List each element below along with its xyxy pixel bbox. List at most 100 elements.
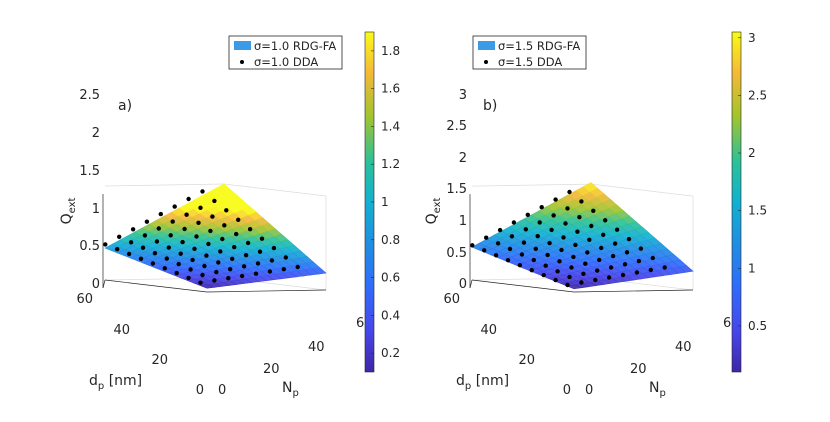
dda-point — [531, 257, 536, 263]
dda-point — [190, 257, 195, 263]
dda-point — [585, 250, 590, 255]
colorbar-gradient — [731, 31, 742, 373]
z-tick: 0.5 — [446, 246, 467, 261]
surface-a — [104, 183, 327, 289]
colorbar-tick-label: 2.5 — [748, 88, 767, 102]
colorbar-a: 0.2 0.4 0.6 0.8 1 1.2 1.4 1.6 1.8 — [364, 31, 400, 373]
dda-point — [206, 241, 211, 247]
y-ticks-a: 60 40 20 0 — [76, 292, 204, 398]
dda-point — [579, 280, 584, 285]
y-tick: 60 — [76, 292, 93, 307]
colorbar-tick-label: 0.6 — [381, 271, 400, 285]
dda-point — [614, 227, 620, 232]
colorbar-tick-label: 0.5 — [748, 319, 767, 333]
dda-point — [241, 264, 247, 269]
dda-point — [624, 250, 630, 255]
dda-point — [505, 258, 511, 263]
y-tick: 0 — [563, 383, 571, 398]
dda-point — [557, 259, 562, 264]
dda-point — [212, 198, 217, 204]
legend-dda-label: σ=1.0 DDA — [254, 55, 318, 69]
y-axis-cap — [469, 279, 473, 289]
box-edge — [471, 183, 592, 187]
dda-point — [269, 258, 275, 263]
z-tick: 2.5 — [446, 119, 467, 134]
colorbar-tick-label: 1 — [381, 195, 389, 209]
dda-point — [208, 228, 213, 234]
x-ticks-b: 0 20 40 6 — [585, 316, 731, 398]
dda-point — [154, 239, 160, 244]
dda-point — [239, 273, 245, 279]
dda-point — [166, 245, 171, 250]
dda-point — [493, 253, 499, 258]
legend-surface-label: σ=1.0 RDG-FA — [254, 39, 336, 53]
dda-point — [226, 276, 231, 281]
dda-point — [144, 219, 150, 224]
y-tick: 60 — [443, 292, 460, 307]
z-tick: 0.5 — [79, 239, 100, 254]
dda-point — [214, 269, 219, 275]
dda-point — [117, 234, 122, 239]
dda-point — [589, 223, 594, 229]
colorbar-tick-label: 0.2 — [381, 346, 400, 360]
dda-point — [573, 242, 578, 248]
z-tick: 1.5 — [446, 182, 467, 197]
dda-point — [606, 275, 612, 280]
dda-point — [126, 251, 132, 257]
dda-points-b — [470, 189, 667, 288]
dda-point — [482, 248, 487, 253]
dda-point — [212, 278, 217, 283]
z-tick: 2 — [459, 151, 467, 166]
dda-point — [253, 271, 259, 276]
dda-point — [234, 231, 239, 237]
z-axis-label-a: Qext — [59, 198, 78, 225]
dda-point — [196, 220, 201, 225]
panel-a: a) 0 0.5 1 1.5 2 2.5 60 40 20 0 0 20 40 … — [59, 31, 400, 399]
dda-point — [529, 268, 534, 273]
dda-point — [224, 208, 229, 213]
axes-b — [469, 194, 694, 293]
dda-point — [103, 242, 108, 247]
x-tick: 40 — [308, 340, 325, 355]
colorbar-tick-label: 3 — [748, 31, 756, 45]
colorbar-tick-label: 1.6 — [381, 82, 400, 96]
y-tick: 20 — [151, 353, 168, 368]
z-ticks-a: 0 0.5 1 1.5 2 2.5 — [79, 88, 100, 292]
dda-point — [517, 263, 523, 268]
dda-point — [551, 213, 556, 218]
y-tick: 40 — [480, 323, 497, 338]
dda-point — [204, 253, 209, 258]
dda-point — [257, 249, 263, 254]
dda-point — [579, 199, 584, 204]
dda-point — [555, 269, 560, 274]
dda-point — [519, 252, 525, 257]
z-tick: 0 — [92, 277, 100, 292]
dda-point — [228, 267, 233, 272]
dda-point — [591, 208, 596, 213]
dda-point — [541, 272, 546, 278]
dda-point — [662, 265, 667, 270]
dda-point — [547, 240, 552, 246]
box-edge — [590, 183, 694, 197]
dda-point — [601, 232, 606, 237]
dda-point — [216, 260, 221, 265]
dda-point — [636, 258, 642, 264]
dda-point — [230, 256, 235, 261]
dda-point — [202, 263, 207, 269]
dda-point — [539, 205, 544, 210]
dda-point — [200, 272, 205, 278]
panel-b: b) 0 0.5 1 1.5 2 2.5 3 60 40 20 0 0 20 4… — [424, 31, 767, 399]
surface-patch — [583, 182, 598, 193]
dda-point — [622, 262, 628, 267]
dda-point — [523, 227, 528, 232]
dda-point — [549, 227, 554, 233]
x-tick: 40 — [675, 340, 692, 355]
dda-point — [648, 267, 653, 273]
x-tick: 20 — [630, 362, 647, 377]
dda-point — [222, 223, 227, 228]
dda-point — [638, 246, 644, 251]
dda-point — [158, 211, 163, 217]
dda-point — [178, 251, 183, 256]
z-tick: 1.5 — [79, 164, 100, 179]
legend-dot-marker — [484, 60, 488, 64]
